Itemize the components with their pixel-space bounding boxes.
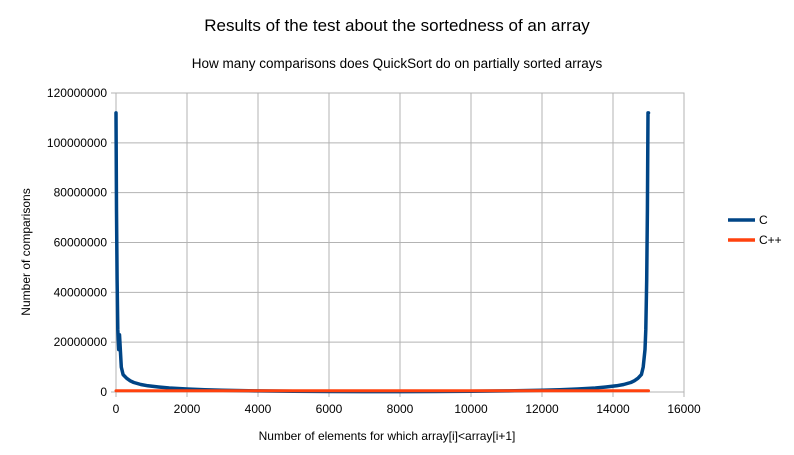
y-tick-label: 60000000 xyxy=(54,236,108,250)
legend-label-c: C xyxy=(759,213,768,227)
x-tick-label: 8000 xyxy=(387,402,414,416)
chart-subtitle: How many comparisons does QuickSort do o… xyxy=(192,56,603,71)
x-axis-label: Number of elements for which array[i]<ar… xyxy=(259,429,516,443)
x-tick-label: 12000 xyxy=(525,402,559,416)
x-tick-label: 0 xyxy=(113,402,120,416)
x-tick-label: 10000 xyxy=(454,402,488,416)
chart-title: Results of the test about the sortedness… xyxy=(204,16,590,35)
y-tick-label: 40000000 xyxy=(54,285,108,299)
y-tick-label: 0 xyxy=(100,385,107,399)
x-tick-label: 14000 xyxy=(596,402,630,416)
y-tick-label: 100000000 xyxy=(47,136,107,150)
legend-label-cplusplus: C++ xyxy=(759,233,782,247)
y-axis-label: Number of comparisons xyxy=(19,188,33,315)
y-tick-label: 120000000 xyxy=(47,86,107,100)
series-layer xyxy=(114,111,651,394)
series-line-c xyxy=(114,111,651,394)
y-axis-ticks: 0 20000000 40000000 60000000 80000000 1000000… xyxy=(47,86,116,399)
gridlines xyxy=(115,92,685,393)
legend: C C++ xyxy=(728,213,782,247)
x-tick-label: 4000 xyxy=(245,402,272,416)
y-tick-label: 20000000 xyxy=(54,335,108,349)
x-tick-label: 2000 xyxy=(174,402,201,416)
y-tick-label: 80000000 xyxy=(54,186,108,200)
x-tick-label: 16000 xyxy=(667,402,701,416)
x-axis-ticks: 0 2000 4000 6000 8000 10000 12000 14000 16000 xyxy=(113,392,701,416)
x-tick-label: 6000 xyxy=(316,402,343,416)
